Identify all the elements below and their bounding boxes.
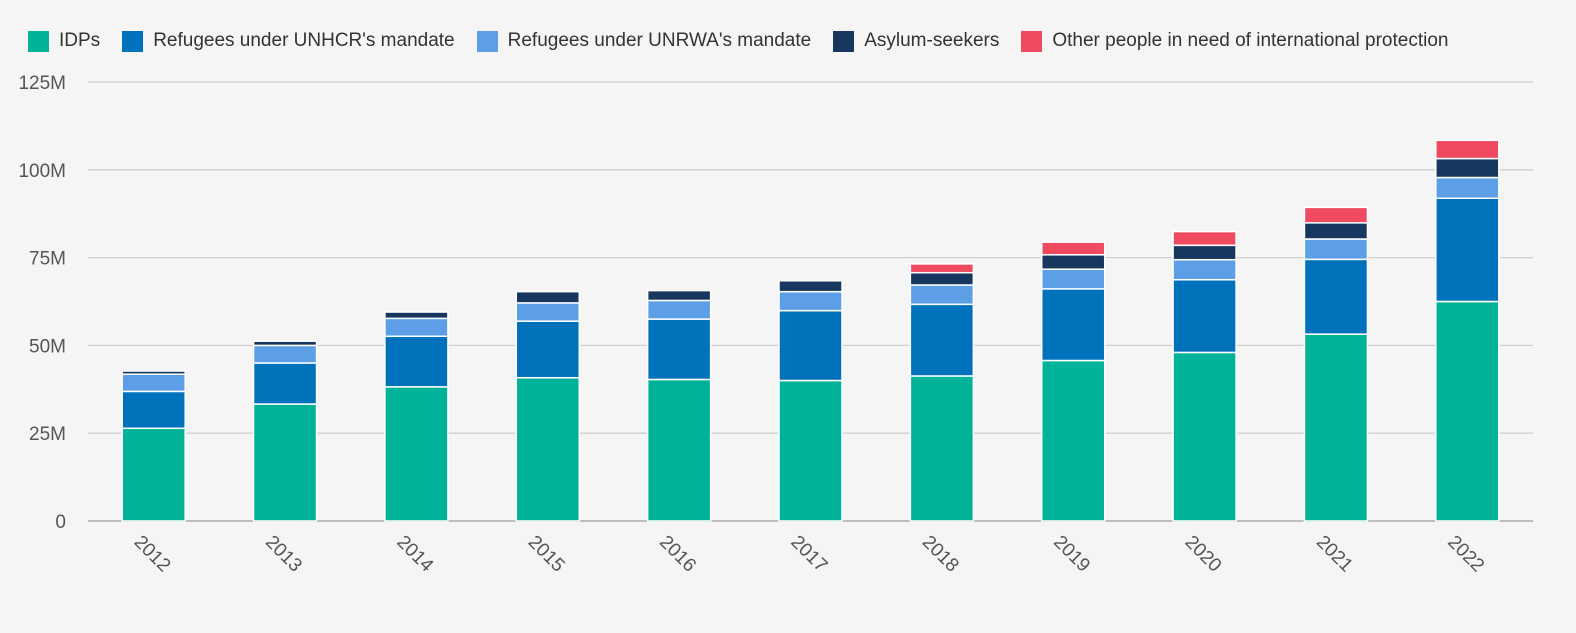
bar-segment[interactable] xyxy=(778,280,843,293)
bar-segment[interactable] xyxy=(909,303,975,377)
legend-label: Asylum-seekers xyxy=(864,30,1000,51)
x-tick-label: 2015 xyxy=(524,532,569,577)
legend-swatch xyxy=(28,30,49,52)
bar-segment[interactable] xyxy=(252,340,318,347)
legend-swatch xyxy=(1021,30,1043,52)
legend-swatch xyxy=(122,30,144,52)
bar-segment[interactable] xyxy=(384,386,449,522)
bar-segment[interactable] xyxy=(1435,176,1500,199)
legend-item[interactable]: IDPs xyxy=(28,30,100,52)
legend-swatch xyxy=(476,30,498,52)
legend-label: Refugees under UNHCR's mandate xyxy=(153,30,455,51)
bar-segment[interactable] xyxy=(1172,278,1237,354)
bar-segment[interactable] xyxy=(515,290,581,304)
bar-segment[interactable] xyxy=(1040,288,1106,362)
legend-label: IDPs xyxy=(59,30,101,51)
x-tick-label: 2012 xyxy=(130,532,175,577)
bar-segment[interactable] xyxy=(121,390,186,430)
legend-item[interactable]: Refugees under UNHCR's mandate xyxy=(122,30,455,52)
bar-segment[interactable] xyxy=(1040,359,1106,522)
bar-segment[interactable] xyxy=(121,370,186,375)
bar-segment[interactable] xyxy=(646,299,712,320)
bar-segment[interactable] xyxy=(1172,351,1237,522)
bar-segment[interactable] xyxy=(1172,258,1237,281)
legend-item[interactable]: Asylum-seekers xyxy=(833,30,999,52)
bar-segment[interactable] xyxy=(384,335,449,388)
y-tick-label: 50M xyxy=(29,336,66,357)
legend-label: Other people in need of international pr… xyxy=(1052,30,1449,51)
bar-segment[interactable] xyxy=(909,263,975,274)
x-tick-label: 2014 xyxy=(392,532,437,577)
bar-segment[interactable] xyxy=(1172,244,1237,261)
bar-segment[interactable] xyxy=(252,403,318,522)
bar-segment[interactable] xyxy=(909,375,975,522)
bar-segment[interactable] xyxy=(1040,254,1106,270)
y-tick-label: 25M xyxy=(29,424,66,445)
x-tick-label: 2020 xyxy=(1181,532,1226,577)
bar-segment[interactable] xyxy=(778,379,843,522)
bar-segment[interactable] xyxy=(1040,268,1106,290)
legend-item[interactable]: Refugees under UNRWA's mandate xyxy=(476,30,812,52)
bar-segment[interactable] xyxy=(252,344,318,364)
y-tick-label: 75M xyxy=(29,249,66,270)
y-tick-label: 125M xyxy=(18,73,66,94)
bar-segment[interactable] xyxy=(778,290,843,312)
bar-segment[interactable] xyxy=(1172,230,1237,247)
x-tick-label: 2016 xyxy=(655,532,700,577)
bar-segment[interactable] xyxy=(646,318,712,381)
bar-segment[interactable] xyxy=(646,289,712,302)
bar-segment[interactable] xyxy=(909,271,975,286)
legend-swatch xyxy=(833,30,855,52)
bar-segment[interactable] xyxy=(384,317,449,338)
bar-segment[interactable] xyxy=(1435,139,1500,160)
bar-segment[interactable] xyxy=(1303,206,1369,224)
bar-segment[interactable] xyxy=(909,284,975,306)
x-tick-label: 2022 xyxy=(1443,532,1488,577)
legend-item[interactable]: Other people in need of international pr… xyxy=(1021,30,1448,52)
bar-segment[interactable] xyxy=(252,362,318,405)
bar-segment[interactable] xyxy=(384,311,449,320)
bar-segment[interactable] xyxy=(1040,241,1106,256)
x-tick-label: 2018 xyxy=(918,532,963,577)
bar-segment[interactable] xyxy=(121,427,186,522)
legend: IDPs Refugees under UNHCR's mandate Refuge… xyxy=(28,30,1470,52)
x-tick-label: 2013 xyxy=(261,532,306,577)
bar-segment[interactable] xyxy=(515,376,581,522)
bar-segment[interactable] xyxy=(646,378,712,522)
bar-segment[interactable] xyxy=(1303,258,1369,335)
x-tick-label: 2021 xyxy=(1312,532,1357,577)
bar-segment[interactable] xyxy=(778,309,843,382)
y-tick-label: 0 xyxy=(55,512,66,533)
y-tick-label: 100M xyxy=(18,161,66,182)
x-tick-label: 2019 xyxy=(1049,532,1094,577)
bar-segment[interactable] xyxy=(121,373,186,393)
bar-segment[interactable] xyxy=(1303,238,1369,261)
bar-segment[interactable] xyxy=(515,302,581,322)
bar-segment[interactable] xyxy=(1303,333,1369,522)
x-tick-label: 2017 xyxy=(787,532,832,577)
bar-segment[interactable] xyxy=(1435,157,1500,179)
bar-segment[interactable] xyxy=(515,320,581,379)
legend-label: Refugees under UNRWA's mandate xyxy=(507,30,812,51)
bar-segment[interactable] xyxy=(1435,300,1500,522)
bar-segment[interactable] xyxy=(1303,222,1369,240)
bar-segment[interactable] xyxy=(1435,197,1500,303)
